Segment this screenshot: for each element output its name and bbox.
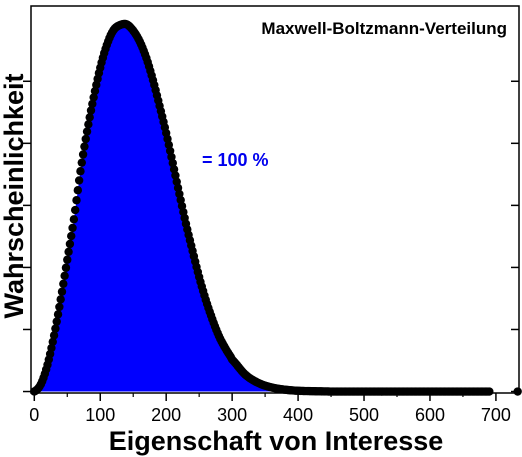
y-axis-ticks bbox=[23, 80, 519, 393]
curve-point bbox=[77, 158, 86, 167]
curve-point bbox=[72, 196, 81, 205]
curve-point bbox=[78, 150, 88, 159]
curve-point bbox=[69, 215, 79, 224]
area-annotation: = 100 % bbox=[202, 150, 269, 170]
curve-point bbox=[74, 176, 84, 185]
curve-point bbox=[80, 142, 89, 151]
curve-point bbox=[88, 99, 97, 109]
x-axis-title: Eigenschaft von Interesse bbox=[109, 426, 444, 456]
x-tick-label: 500 bbox=[349, 405, 379, 425]
curve-point bbox=[76, 167, 85, 176]
distribution-area bbox=[34, 23, 490, 392]
curve-point bbox=[84, 120, 93, 129]
x-axis-ticks: 0 100 200 300 400 500 600 700 bbox=[29, 393, 511, 425]
curve-point bbox=[55, 302, 64, 312]
curve-point bbox=[61, 263, 71, 272]
curve-point bbox=[82, 127, 92, 136]
curve-point bbox=[65, 239, 75, 249]
curve-point bbox=[485, 387, 494, 396]
x-tick-label: 0 bbox=[29, 405, 39, 425]
curve-point bbox=[63, 255, 72, 264]
curve-point bbox=[86, 106, 96, 115]
curve-point bbox=[64, 247, 73, 257]
curve-point bbox=[57, 287, 67, 296]
x-tick-label: 100 bbox=[85, 405, 115, 425]
y-axis-title: Wahrscheinlichkeit bbox=[0, 73, 29, 318]
x-tick-label: 700 bbox=[481, 405, 511, 425]
curve-point bbox=[53, 310, 63, 319]
curve-point bbox=[67, 231, 76, 241]
curve-point bbox=[68, 223, 77, 233]
curve-point bbox=[52, 317, 61, 326]
x-tick-label: 600 bbox=[415, 405, 445, 425]
curve-point bbox=[85, 113, 94, 122]
x-tick-label: 400 bbox=[283, 405, 313, 425]
curve-point bbox=[56, 295, 65, 304]
chart-title: Maxwell-Boltzmann-Verteilung bbox=[261, 19, 507, 38]
curve-point bbox=[81, 134, 90, 144]
x-tick-label: 200 bbox=[151, 405, 181, 425]
curve-point bbox=[48, 337, 57, 347]
curve-point bbox=[89, 93, 98, 102]
curve-point bbox=[70, 205, 80, 215]
curve-point bbox=[51, 324, 60, 333]
curve-point bbox=[47, 343, 56, 353]
plot-frame bbox=[30, 5, 520, 394]
curve-point bbox=[59, 279, 68, 289]
curve-point bbox=[60, 271, 69, 281]
curve-point bbox=[49, 331, 59, 340]
x-tick-label: 300 bbox=[217, 405, 247, 425]
curve-point bbox=[73, 186, 83, 195]
